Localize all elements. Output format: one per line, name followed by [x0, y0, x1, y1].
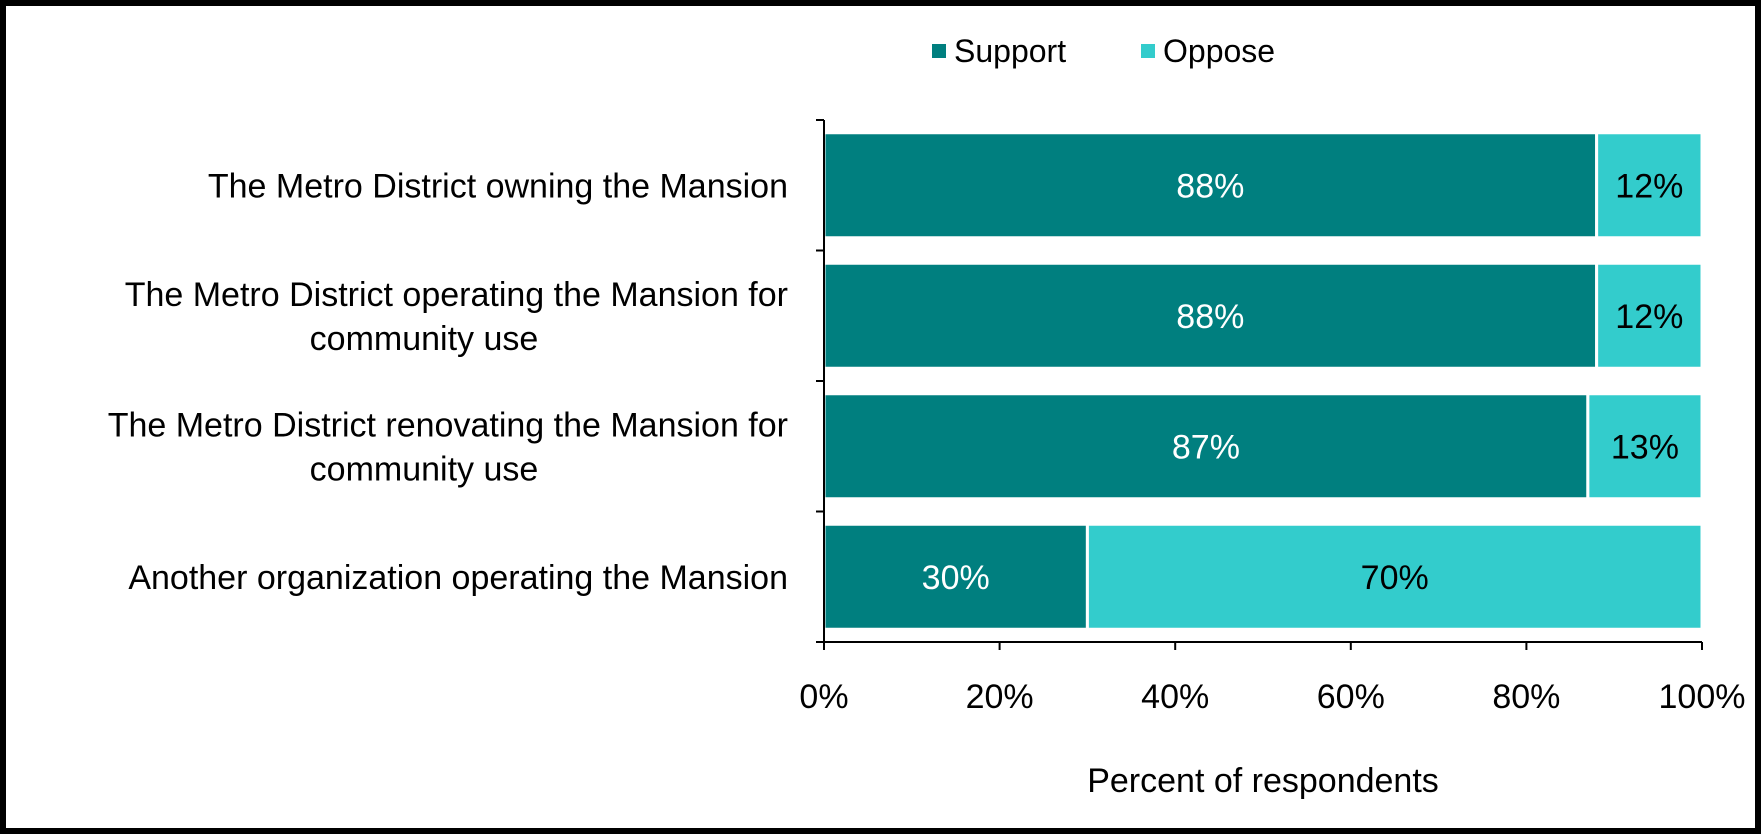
x-tick-label-5: 100% — [1659, 678, 1746, 716]
data-label-oppose-0: 12% — [1615, 167, 1683, 205]
data-label-support-0: 88% — [1176, 167, 1244, 205]
x-tick-label-2: 40% — [1141, 678, 1209, 716]
data-label-oppose-2: 13% — [1611, 428, 1679, 466]
data-label-support-3: 30% — [922, 559, 990, 597]
x-tick-label-0: 0% — [799, 678, 848, 716]
x-tick-label-3: 60% — [1317, 678, 1385, 716]
bar-support-1 — [822, 261, 1599, 370]
legend-label-oppose: Oppose — [1163, 33, 1275, 69]
x-tick-label-4: 80% — [1492, 678, 1560, 716]
category-label-3-0: Another organization operating the Mansi… — [128, 559, 788, 597]
category-label-0-0: The Metro District owning the Mansion — [208, 167, 788, 205]
data-label-support-1: 88% — [1176, 298, 1244, 336]
x-tick-label-1: 20% — [966, 678, 1034, 716]
bar-oppose-2 — [1586, 392, 1704, 501]
bar-oppose-0 — [1595, 131, 1704, 240]
data-label-oppose-1: 12% — [1615, 298, 1683, 336]
data-label-support-2: 87% — [1172, 428, 1240, 466]
data-label-oppose-3: 70% — [1361, 559, 1429, 597]
category-label-1-1: community use — [310, 320, 539, 358]
legend-swatch-oppose — [1141, 44, 1155, 58]
legend-swatch-support — [932, 44, 946, 58]
bar-support-3 — [822, 522, 1089, 631]
stacked-bar-chart: Support Oppose 88% 12% The Metro District ow… — [108, 33, 1746, 800]
bar-oppose-3 — [1085, 522, 1704, 631]
bar-oppose-1 — [1595, 261, 1704, 370]
bar-support-2 — [822, 392, 1590, 501]
x-axis-title: Percent of respondents — [1087, 762, 1439, 800]
bar-support-0 — [822, 131, 1599, 240]
category-label-2-1: community use — [310, 450, 539, 488]
category-label-1-0: The Metro District operating the Mansion… — [125, 276, 788, 314]
legend-label-support: Support — [954, 33, 1066, 69]
category-label-2-0: The Metro District renovating the Mansio… — [108, 406, 788, 444]
